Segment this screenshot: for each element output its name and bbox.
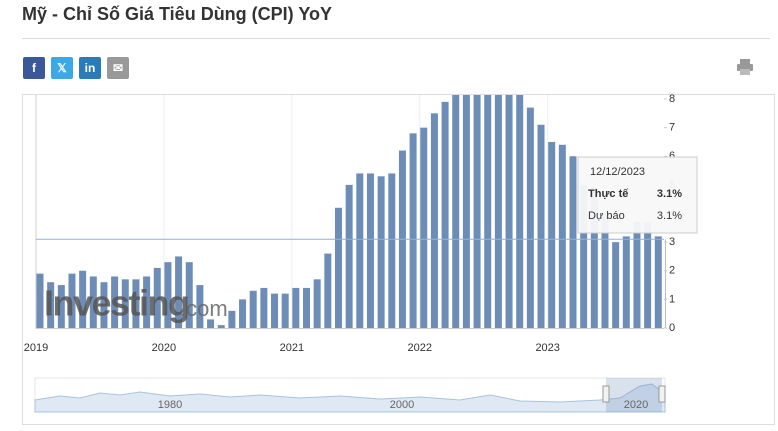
bar — [452, 95, 460, 328]
bar — [409, 133, 417, 328]
bar — [484, 95, 492, 329]
bar — [153, 267, 161, 328]
bar — [569, 156, 577, 328]
bar — [430, 113, 438, 328]
bar — [462, 95, 470, 328]
bar — [441, 101, 449, 328]
bar — [228, 310, 236, 328]
bar — [334, 207, 342, 328]
bar — [89, 276, 97, 328]
bar — [473, 95, 481, 329]
navigator-handle[interactable] — [602, 385, 610, 403]
bar — [281, 293, 289, 328]
email-share[interactable]: ✉ — [107, 57, 129, 79]
watermark-suffix: .com — [180, 296, 228, 321]
tooltip-forecast: 3.1% — [657, 210, 682, 222]
bar — [100, 282, 108, 328]
bar — [633, 222, 641, 328]
navigator-area — [34, 383, 666, 413]
bar — [79, 270, 87, 328]
x-tick-label: 2019 — [24, 342, 48, 354]
bar — [526, 107, 534, 328]
bar — [558, 144, 566, 328]
y-tick-label: 3 — [669, 236, 675, 248]
chart-frame — [22, 94, 775, 425]
bar — [36, 273, 44, 328]
y-tick-label: 8 — [669, 93, 675, 105]
bar — [494, 95, 502, 328]
bar — [356, 173, 364, 328]
bar — [303, 287, 310, 328]
bar — [580, 184, 588, 328]
divider — [22, 38, 770, 39]
navigator-selection[interactable] — [606, 378, 662, 412]
page-title: Mỹ - Chỉ Số Giá Tiêu Dùng (CPI) YoY — [22, 4, 333, 24]
bar — [239, 299, 247, 328]
bar — [345, 184, 353, 328]
bar — [548, 141, 556, 328]
bar — [132, 279, 140, 328]
bar — [377, 176, 385, 328]
facebook-share[interactable]: f — [23, 57, 45, 79]
bar — [420, 127, 428, 329]
tooltip — [577, 156, 698, 234]
navigator-label: 2020 — [624, 399, 648, 411]
bar — [47, 282, 55, 328]
x-tick-label: 2022 — [408, 342, 432, 354]
tooltip-date: 12/12/2023 — [590, 166, 645, 178]
bar — [366, 173, 374, 328]
bar — [68, 273, 76, 328]
bar — [601, 213, 609, 328]
bar — [590, 187, 598, 328]
bar — [271, 293, 279, 328]
bar — [260, 287, 268, 328]
navigator-label: 1980 — [158, 399, 182, 411]
linkedin-share[interactable]: in — [79, 57, 101, 79]
x-tick-label: 2023 — [535, 342, 559, 354]
bar — [505, 95, 513, 328]
bar — [164, 262, 172, 328]
bar — [185, 262, 193, 328]
bar — [196, 285, 204, 328]
navigator-handle[interactable] — [658, 385, 666, 403]
bar — [665, 239, 666, 328]
bar — [313, 279, 321, 328]
y-tick-label: 2 — [669, 265, 675, 277]
x-tick-label: 2020 — [152, 342, 176, 354]
tooltip-actual: 3.1% — [657, 188, 682, 200]
bar — [516, 95, 524, 328]
bar — [612, 242, 620, 328]
y-tick-label: 7 — [669, 122, 675, 134]
bar — [57, 285, 65, 328]
bar — [644, 222, 652, 328]
bar — [175, 256, 183, 328]
bar — [622, 236, 630, 328]
bar — [388, 173, 396, 328]
bar — [654, 236, 662, 328]
y-tick-label: 6 — [669, 150, 675, 162]
y-tick-label: 0 — [669, 322, 675, 334]
x-tick-label: 2021 — [280, 342, 304, 354]
x-share[interactable]: 𝕏 — [51, 57, 73, 79]
bar — [121, 279, 129, 328]
watermark: Investing — [44, 283, 189, 324]
bar — [324, 253, 332, 328]
bar — [292, 287, 300, 328]
navigator-label: 2000 — [390, 399, 414, 411]
tooltip-forecast-label: Dự báo — [588, 210, 625, 222]
bar — [217, 325, 225, 328]
bar — [537, 124, 545, 328]
tooltip-actual-label: Thực tế — [588, 188, 629, 200]
y-tick-label: 1 — [669, 293, 675, 305]
bar — [207, 319, 215, 328]
bar — [111, 276, 119, 328]
bar — [143, 276, 151, 328]
bar — [249, 290, 257, 328]
print-icon[interactable] — [736, 58, 754, 76]
